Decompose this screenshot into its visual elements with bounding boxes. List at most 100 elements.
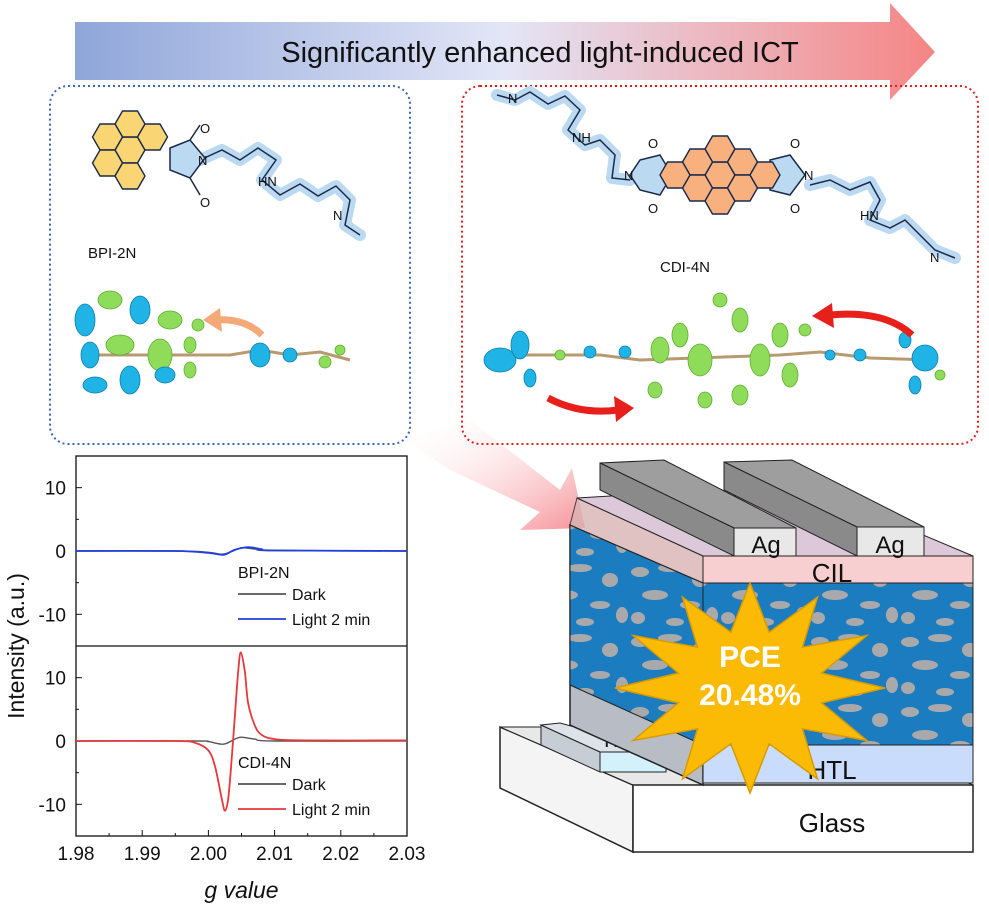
legend-label: Light 2 min <box>292 802 370 819</box>
bpi-panel-frame <box>49 85 411 445</box>
orbital-lobe-cyan <box>119 365 141 395</box>
orbital-lobe-green <box>687 343 713 377</box>
atom-label: O <box>200 121 210 136</box>
aromatic-ring <box>91 123 124 151</box>
aromatic-ring <box>136 123 169 151</box>
orbital-lobe-cyan <box>129 295 151 325</box>
ag-electrode <box>733 527 797 557</box>
atom-label: N <box>333 208 342 223</box>
ag-label: Ag <box>875 532 904 559</box>
pce-value: 20.48% <box>699 679 801 712</box>
atom-label: N <box>198 153 207 168</box>
x-tick-label: 2.01 <box>256 844 293 865</box>
x-tick-label: 1.98 <box>58 844 95 865</box>
cil-label: CIL <box>812 558 852 588</box>
atom-label: HN <box>860 208 879 223</box>
orbital-lobe-green <box>781 362 799 388</box>
cdi-panel-frame <box>461 85 979 445</box>
orbital-lobe-cyan <box>824 349 836 361</box>
glass-layer <box>632 784 974 853</box>
orbital-lobe-cyan <box>249 342 271 368</box>
aromatic-ring <box>749 161 781 189</box>
atom-label: O <box>200 195 210 210</box>
ag-label: Ag <box>751 532 780 559</box>
atom-label: O <box>648 201 658 216</box>
orbital-lobe-green <box>191 318 205 332</box>
htl-label: HTL <box>807 755 856 785</box>
orbital-lobe-green <box>650 336 670 364</box>
orbital-lobe-green <box>318 355 332 369</box>
orbital-lobe-green <box>97 290 123 310</box>
legend-title: BPI-2N <box>238 565 290 582</box>
y-tick-label: 10 <box>45 669 66 690</box>
legend-label: Dark <box>292 777 327 794</box>
x-axis-label: g value <box>204 877 278 903</box>
x-tick-label: 2.00 <box>190 844 227 865</box>
cdi-4n-orbital-density <box>483 292 946 409</box>
aromatic-ring <box>114 162 146 190</box>
orbital-lobe-green <box>771 322 789 348</box>
atom-label: N <box>930 250 939 265</box>
legend-title: CDI-4N <box>238 755 291 772</box>
y-tick-label: 10 <box>45 479 66 500</box>
orbital-lobe-green <box>183 361 197 379</box>
y-tick-label: -10 <box>39 605 66 626</box>
atom-label: NH <box>572 130 591 145</box>
atom-label: N <box>804 168 813 183</box>
glass-label: Glass <box>799 808 865 838</box>
cdi-4n-structure: N NH O N O O N O HN N <box>491 86 961 265</box>
orbital-lobe-cyan <box>510 330 530 360</box>
ict-arrow-icon <box>546 394 619 415</box>
orbital-lobe-cyan <box>523 368 537 388</box>
ict-arrow-head-icon <box>812 303 834 328</box>
bpi-2n-orbital-density <box>74 290 351 395</box>
orbital-lobe-cyan <box>908 375 922 395</box>
orbital-lobe-green <box>934 369 946 381</box>
orbital-lobe-green <box>712 292 728 308</box>
orbital-lobe-green <box>671 322 689 348</box>
orbital-lobe-cyan <box>483 347 517 373</box>
series-line-light-2-min <box>75 651 408 812</box>
x-tick-label: 1.99 <box>124 844 161 865</box>
orbital-lobe-green <box>183 336 197 354</box>
orbital-lobe-green <box>798 323 812 337</box>
orbital-lobe-cyan <box>74 303 96 337</box>
orbital-lobe-green <box>731 307 749 333</box>
orbital-lobe-cyan <box>80 341 100 369</box>
orbital-lobe-cyan <box>82 376 108 394</box>
orbital-lobe-cyan <box>282 347 298 363</box>
atom-label: O <box>790 136 800 151</box>
orbital-lobe-green <box>647 381 663 399</box>
orbital-lobe-green <box>697 391 713 409</box>
solar-cell-device: Glass ITO HTL CIL Ag Ag PCE 20.48% <box>499 459 974 854</box>
orbital-lobe-green <box>105 334 135 356</box>
atom-label: O <box>790 201 800 216</box>
pink-pointer-arrow <box>405 420 585 530</box>
cil-layer <box>702 555 974 584</box>
atom-label: N <box>624 168 633 183</box>
series-line-dark <box>75 736 408 745</box>
series-line-light-2-min <box>75 546 408 556</box>
bpi-2n-label: BPI-2N <box>88 245 136 262</box>
orbital-lobe-cyan <box>154 366 176 384</box>
orbital-lobe-green <box>749 343 771 377</box>
orbital-lobe-green <box>731 384 749 406</box>
orbital-lobe-cyan <box>583 345 597 359</box>
ict-arrow-icon <box>829 310 915 338</box>
y-tick-label: -10 <box>39 795 66 816</box>
ict-banner-arrow: Significantly enhanced light-induced ICT <box>75 3 935 100</box>
atom-label: O <box>648 136 658 151</box>
pce-starburst <box>614 580 886 796</box>
legend-label: Light 2 min <box>292 612 370 629</box>
orbital-lobe-cyan <box>911 344 939 372</box>
orbital-lobe-cyan <box>853 348 867 362</box>
aromatic-ring <box>659 161 691 189</box>
banner-title: Significantly enhanced light-induced ICT <box>281 37 799 69</box>
x-tick-label: 2.02 <box>322 844 359 865</box>
atom-label: HN <box>258 174 277 189</box>
pce-label: PCE <box>719 641 781 674</box>
atom-label: N <box>508 91 517 106</box>
legend-label: Dark <box>292 587 327 604</box>
y-tick-label: 0 <box>55 732 66 753</box>
